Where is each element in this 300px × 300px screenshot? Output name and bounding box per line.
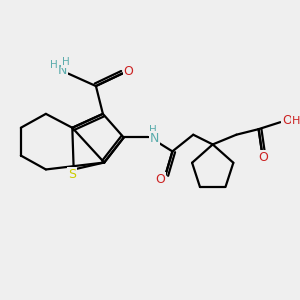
Text: N: N	[150, 131, 159, 145]
Text: H: H	[149, 125, 157, 135]
Text: O: O	[258, 151, 268, 164]
Text: O: O	[124, 65, 134, 78]
Text: H: H	[292, 116, 300, 126]
Text: O: O	[155, 173, 165, 186]
Text: H: H	[50, 60, 58, 70]
Text: S: S	[68, 168, 76, 181]
Text: N: N	[57, 64, 67, 77]
Text: O: O	[282, 114, 292, 127]
Text: H: H	[62, 57, 70, 67]
